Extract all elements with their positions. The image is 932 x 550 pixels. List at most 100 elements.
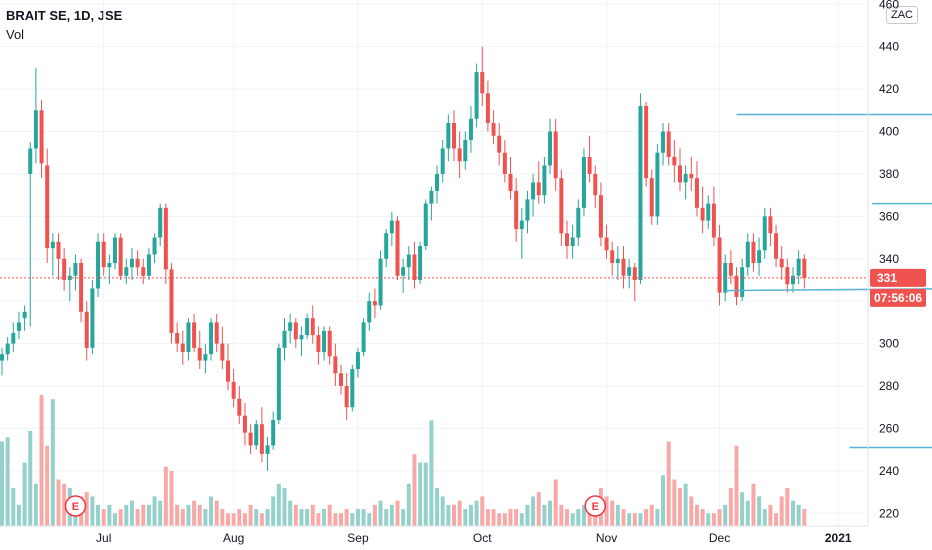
last-price-text: 331 (877, 271, 897, 285)
price-axis: 460440420400380360340320300280260240220 (879, 0, 899, 520)
candle-body (678, 165, 682, 183)
candle-body (101, 241, 106, 268)
candle-body (384, 233, 389, 259)
candle-body (502, 152, 507, 174)
currency-button[interactable]: ZAC (886, 6, 918, 24)
volume-bar (101, 509, 106, 526)
candle-body (531, 182, 536, 200)
y-tick-label: 420 (879, 82, 899, 96)
candle-body (774, 233, 779, 259)
volume-bar (655, 509, 660, 526)
candle-body (39, 110, 44, 164)
candle-body (757, 250, 762, 263)
candle-body (593, 173, 598, 196)
volume-bar (779, 496, 784, 526)
candle-body (412, 254, 417, 280)
candle-body (435, 173, 440, 191)
volume-bar (649, 504, 654, 526)
volume-bar (163, 466, 168, 526)
volume-bar (299, 509, 304, 526)
volume-bar (248, 504, 253, 526)
volume-bar (0, 441, 4, 526)
candle-body (158, 207, 163, 238)
volume-bar (316, 513, 321, 526)
earnings-marker[interactable] (64, 495, 87, 517)
last-price-badge: 331 (870, 268, 926, 287)
volume-bar (90, 496, 95, 526)
volume-bar (231, 513, 236, 526)
candle-body (276, 347, 281, 420)
y-tick-label: 280 (879, 379, 899, 393)
volume-bar (276, 483, 281, 526)
volume-bar (22, 462, 27, 526)
trendline[interactable] (725, 288, 932, 292)
time-axis: JulAugSepOctNovDec2021Feb (96, 531, 852, 545)
candle-body (683, 173, 688, 183)
candle-body (689, 173, 694, 179)
x-tick-label: Oct (473, 531, 492, 545)
volume-bar (197, 504, 202, 526)
volume-bar (480, 496, 485, 526)
volume-bar (226, 513, 230, 526)
volume-bar (627, 513, 632, 526)
volume-bar (587, 509, 592, 526)
earnings-marker[interactable] (584, 495, 606, 517)
volume-bar (423, 462, 428, 526)
volume-bar (288, 500, 293, 526)
volume-bar (367, 513, 372, 526)
volume-bar (661, 475, 666, 526)
volume-bar (497, 513, 502, 526)
volume-bar (203, 509, 208, 526)
volume-bar (711, 513, 716, 526)
candle-body (429, 190, 434, 204)
x-tick-label: Jul (96, 531, 111, 545)
candle-body (56, 241, 61, 259)
candle-body (220, 343, 225, 361)
candle-body (333, 356, 338, 374)
candle-body (604, 237, 609, 251)
volume-bar (570, 513, 575, 526)
volume-bar (446, 504, 451, 526)
candle-body (672, 156, 677, 166)
candle-body (401, 267, 406, 276)
candle-body (666, 131, 671, 157)
candle-body (452, 123, 456, 149)
volume-bar (220, 509, 225, 526)
candle-body (11, 332, 16, 344)
volume-bar (536, 492, 541, 526)
volume-bar (519, 513, 524, 526)
volume-bar (333, 513, 338, 526)
y-tick-label: 340 (879, 252, 899, 266)
volume-bar (33, 483, 38, 526)
candle-body (615, 258, 620, 263)
volume-bar (491, 509, 496, 526)
candle-body (265, 445, 270, 454)
volume-bar (548, 500, 553, 526)
candle-body (474, 72, 479, 119)
volume-bars (0, 395, 807, 526)
candle-body (576, 207, 581, 238)
volume-bar (508, 509, 513, 526)
volume-bar (361, 509, 366, 526)
volume-bar (418, 462, 423, 526)
candle-body (463, 139, 468, 162)
volume-bar (678, 487, 682, 526)
candle-body (610, 250, 615, 263)
volume-bar (310, 504, 315, 526)
candle-body (621, 258, 626, 276)
volume-bar (118, 509, 123, 526)
volume-bar (406, 483, 411, 526)
candle-body (751, 241, 756, 263)
candle-body (779, 258, 784, 268)
candle-body (305, 318, 310, 336)
candle-body (186, 322, 191, 353)
volume-bar (237, 509, 242, 526)
volume-bar (689, 496, 694, 526)
candle-body (661, 131, 666, 153)
candle-body (152, 237, 157, 255)
y-tick-label: 440 (879, 40, 899, 54)
candle-body (581, 156, 586, 208)
volume-bar (485, 509, 490, 526)
volume-bar (429, 420, 434, 526)
